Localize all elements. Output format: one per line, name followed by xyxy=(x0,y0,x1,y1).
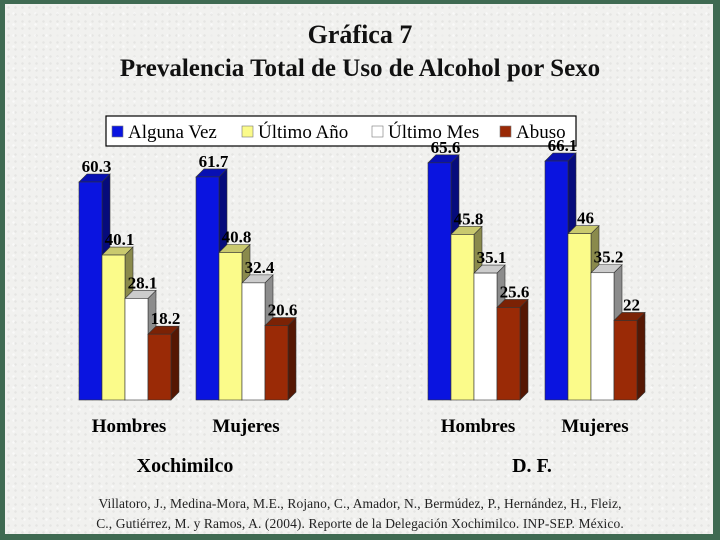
bar xyxy=(218,252,243,401)
bar xyxy=(450,234,475,401)
data-label: 22 xyxy=(623,295,640,314)
legend-swatch xyxy=(111,125,124,138)
citation-line-2: C., Gutiérrez, M. y Ramos, A. (2004). Re… xyxy=(96,516,624,531)
legend-entry: Último Mes xyxy=(388,121,479,143)
data-label: 65.6 xyxy=(431,138,461,157)
group-label: Xochimilco xyxy=(137,455,234,477)
category-label: Mujeres xyxy=(212,416,279,437)
bar xyxy=(195,176,220,401)
data-label: 45.8 xyxy=(454,209,484,228)
data-label: 40.8 xyxy=(222,227,252,246)
group-label: D. F. xyxy=(512,455,552,477)
legend-swatch xyxy=(499,125,512,138)
category-label: Mujeres xyxy=(561,416,628,437)
data-label: 20.6 xyxy=(268,301,298,320)
bar xyxy=(264,325,289,401)
bar xyxy=(101,254,126,401)
bar-chart: Alguna Vez Último Año Último Mes Abuso 60.3 4… xyxy=(78,115,646,477)
data-label: 40.1 xyxy=(105,230,135,249)
data-label: 28.1 xyxy=(128,273,158,292)
data-label: 61.7 xyxy=(199,152,229,171)
bar xyxy=(241,282,266,401)
bar xyxy=(124,298,149,401)
bar xyxy=(544,160,569,401)
data-label: 18.2 xyxy=(151,309,181,328)
chart-title-number: Gráfica 7 xyxy=(307,20,413,49)
category-label: Hombres xyxy=(441,416,516,437)
legend-box xyxy=(105,115,577,147)
bar-side xyxy=(636,311,646,401)
legend-swatch xyxy=(371,125,384,138)
data-label: 25.6 xyxy=(500,282,530,301)
data-label: 60.3 xyxy=(82,157,112,176)
bar-side xyxy=(170,325,180,401)
data-label: 35.1 xyxy=(477,248,507,267)
bar xyxy=(427,162,452,401)
legend-swatch xyxy=(241,125,254,138)
bar xyxy=(473,272,498,401)
data-label: 46 xyxy=(577,209,594,228)
bar xyxy=(613,320,638,401)
data-label: 66.1 xyxy=(548,136,578,155)
bar xyxy=(567,233,592,401)
bar xyxy=(590,272,615,401)
legend-entry: Abuso xyxy=(516,122,566,143)
data-label: 35.2 xyxy=(594,248,624,267)
legend-entry: Último Año xyxy=(258,121,348,143)
legend-entry: Alguna Vez xyxy=(128,122,217,143)
bar-side xyxy=(287,316,297,401)
citation-line-1: Villatoro, J., Medina-Mora, M.E., Rojano… xyxy=(98,496,622,511)
bar xyxy=(147,333,172,401)
bar xyxy=(496,307,521,401)
bar xyxy=(78,181,103,401)
data-label: 32.4 xyxy=(245,258,275,277)
bar-side xyxy=(519,298,529,401)
category-label: Hombres xyxy=(92,416,167,437)
chart-title: Prevalencia Total de Uso de Alcohol por … xyxy=(119,55,601,82)
